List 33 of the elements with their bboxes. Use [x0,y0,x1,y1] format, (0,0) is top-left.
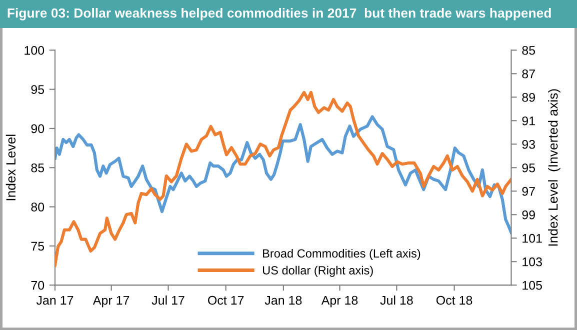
y-tick-label: 90 [31,124,44,134]
y2-tick-label: 97 [522,186,535,196]
x-tick-label: Jan 17 [36,296,74,305]
y2-tick-label: 91 [522,116,535,126]
y-tick-label: 95 [31,85,44,94]
x-tick-label: Oct 18 [436,296,472,305]
y2-tick-label: 95 [522,163,536,172]
y2-axis-title: Index Level (Inverted axis) [548,89,560,246]
x-tick-label: Oct 17 [208,296,244,305]
x-tick-label: Jan 18 [264,296,302,305]
y2-tick-label: 99 [522,210,535,220]
y-tick-label: 85 [31,163,44,172]
x-tick-label: Jul 18 [380,296,413,305]
y-tick-label: 100 [24,46,44,55]
y-tick-label: 80 [31,202,44,212]
y2-tick-label: 101 [522,234,542,243]
x-tick-label: Jul 17 [152,296,184,305]
legend-label: Broad Commodities (Left axis) [263,248,420,260]
line-series [54,90,512,267]
y2-tick-label: 87 [522,69,535,78]
x-tick-label: Apr 17 [92,296,130,308]
x-tick-label: Apr 18 [321,296,358,308]
y2-tick-label: 93 [522,140,535,149]
y2-tick-label: 103 [522,257,542,266]
y2-tick-label: 105 [522,280,542,290]
y-axis-title: Index Level [6,134,16,200]
y-tick-label: 70 [31,280,44,290]
chart-title: Figure 03: Dollar weakness helped commodities in 2017 but then trade wars happened [8,8,551,20]
y2-tick-label: 89 [522,92,535,102]
line-series [54,115,512,234]
legend-label: US dollar (Right axis) [262,266,373,277]
y-tick-label: 75 [31,242,44,251]
y2-tick-label: 85 [522,46,536,55]
